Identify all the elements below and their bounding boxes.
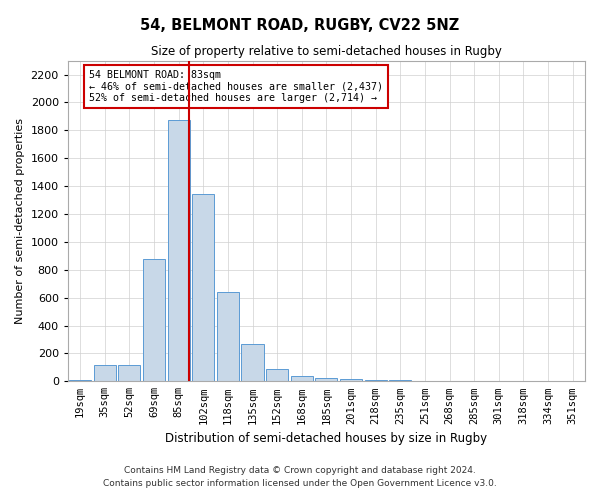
Bar: [192, 194, 214, 382]
Bar: [143, 258, 165, 382]
Bar: [241, 344, 263, 382]
Bar: [389, 380, 412, 382]
X-axis label: Distribution of semi-detached houses by size in Rugby: Distribution of semi-detached houses by …: [166, 432, 487, 445]
Bar: [94, 364, 116, 382]
Bar: [439, 380, 461, 382]
Bar: [340, 379, 362, 382]
Bar: [291, 376, 313, 382]
Bar: [167, 120, 190, 382]
Text: 54, BELMONT ROAD, RUGBY, CV22 5NZ: 54, BELMONT ROAD, RUGBY, CV22 5NZ: [140, 18, 460, 32]
Bar: [365, 380, 387, 382]
Bar: [217, 292, 239, 382]
Title: Size of property relative to semi-detached houses in Rugby: Size of property relative to semi-detach…: [151, 45, 502, 58]
Text: Contains HM Land Registry data © Crown copyright and database right 2024.
Contai: Contains HM Land Registry data © Crown c…: [103, 466, 497, 487]
Bar: [69, 380, 91, 382]
Bar: [414, 380, 436, 382]
Y-axis label: Number of semi-detached properties: Number of semi-detached properties: [15, 118, 25, 324]
Bar: [118, 364, 140, 382]
Text: 54 BELMONT ROAD: 83sqm
← 46% of semi-detached houses are smaller (2,437)
52% of : 54 BELMONT ROAD: 83sqm ← 46% of semi-det…: [89, 70, 383, 103]
Bar: [316, 378, 337, 382]
Bar: [266, 369, 288, 382]
